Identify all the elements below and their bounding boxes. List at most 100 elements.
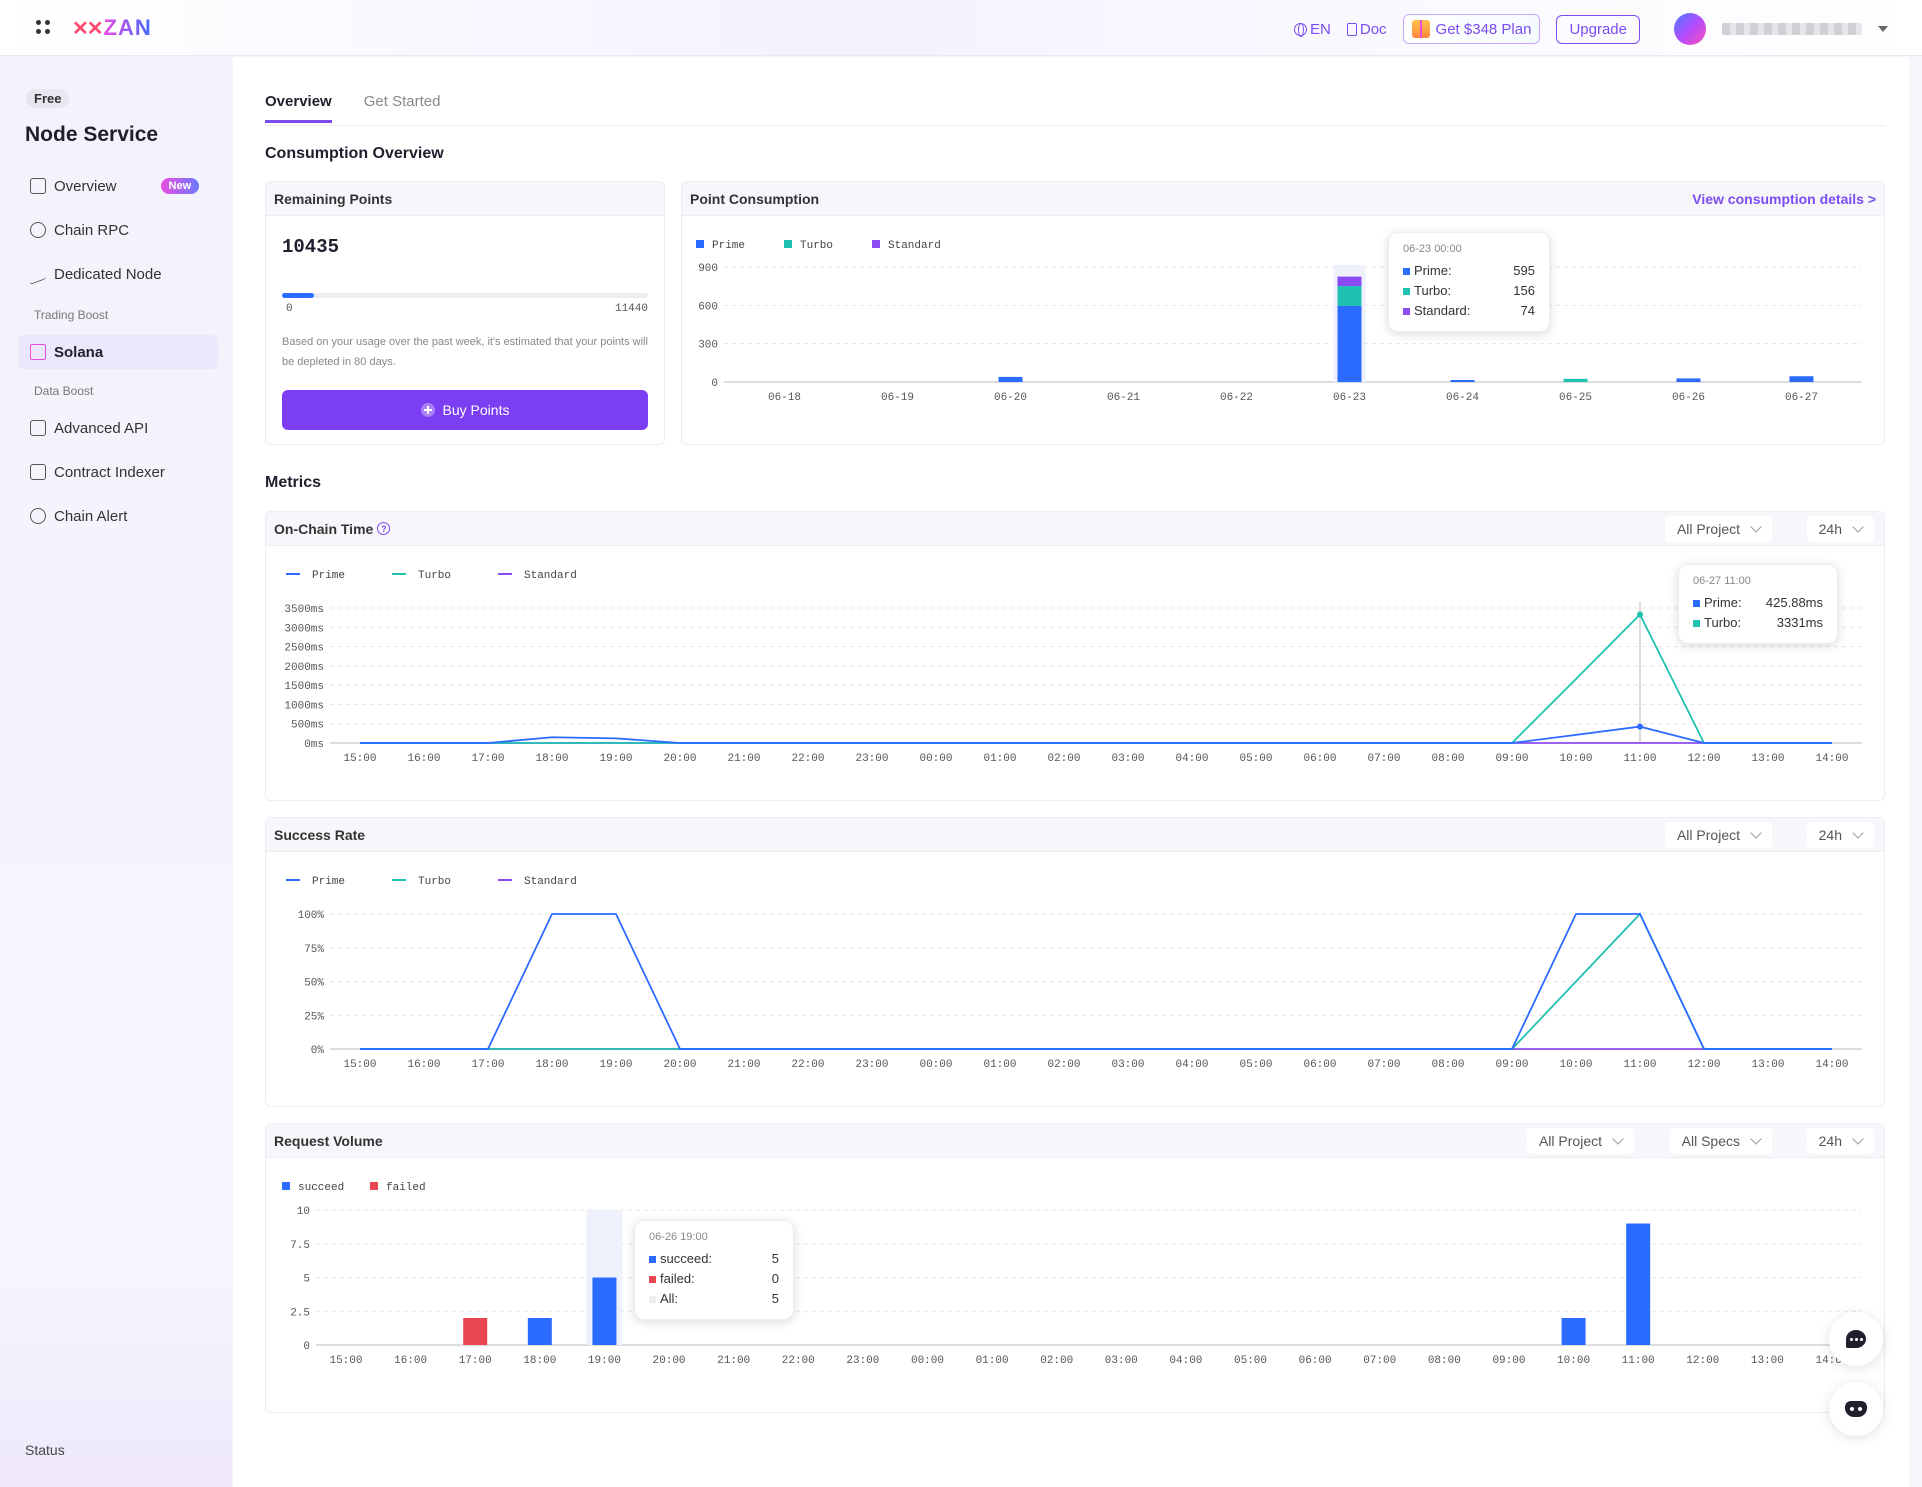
language-switch[interactable]: EN [1294,21,1331,38]
x-tick-label: 09:00 [1495,1059,1528,1071]
project-select[interactable]: All Project [1664,516,1772,542]
tooltip-value: 156 [1513,283,1535,298]
view-consumption-details-link[interactable]: View consumption details > [1692,190,1876,207]
chevron-down-icon [1612,1133,1624,1145]
all-dot-icon [649,1295,656,1303]
bar-standard [1337,276,1362,287]
logo-mark-icon: ✕✕ [72,17,103,40]
y-tick-label: 0ms [304,739,324,751]
sidebar-item-chain-alert[interactable]: Chain Alert [18,499,218,533]
user-name-blurred[interactable] [1722,23,1862,35]
x-tick-label: 21:00 [727,1059,760,1071]
cube-icon [30,420,46,436]
discord-icon [1845,1401,1867,1417]
y-tick-label: 900 [698,263,718,275]
x-tick-label: 19:00 [599,1059,632,1071]
upgrade-button[interactable]: Upgrade [1556,14,1640,44]
doc-link[interactable]: Doc [1346,21,1387,38]
on-chain-time-tooltip: 06-27 11:00 Prime: 425.88ms Turbo: 3331ms [1678,564,1838,644]
series-line-prime [360,913,1832,1050]
turbo-dot-icon [1403,287,1410,295]
project-select[interactable]: All Project [1526,1128,1634,1154]
time-range-select[interactable]: 24h [1806,822,1874,848]
legend-label: Prime [712,240,745,252]
x-tick-label: 14:00 [1815,1059,1848,1071]
x-tick-label: 22:00 [791,1059,824,1071]
status-link[interactable]: Status [25,1442,65,1458]
x-tick-label: 12:00 [1687,753,1720,765]
get-plan-button[interactable]: Get $348 Plan [1402,14,1541,44]
bar-succeed [1561,1318,1586,1345]
on-chain-time-chart: Prime Turbo Standard 0ms 500ms 1000ms 1500ms 20… [284,570,1862,765]
tooltip-label: Turbo: [1414,283,1452,298]
x-tick-label: 23:00 [855,1059,888,1071]
time-range-select[interactable]: 24h [1806,1128,1874,1154]
tooltip-value: 425.88ms [1765,595,1823,610]
select-value: All Project [1676,521,1740,537]
tab-get-started[interactable]: Get Started [363,93,441,110]
points-progress-fill [282,293,315,298]
logo[interactable]: ✕✕ ZAN [72,15,152,40]
chevron-down-icon[interactable] [1878,26,1888,32]
y-tick-label: 0% [311,1045,325,1057]
specs-select[interactable]: All Specs [1669,1128,1772,1154]
progress-min: 0 [286,303,293,315]
tooltip-value: 0 [771,1271,779,1286]
points-progress-bar [282,293,648,298]
sidebar-item-overview[interactable]: Overview New [18,169,218,203]
chevron-down-icon [1750,521,1762,533]
project-select[interactable]: All Project [1664,822,1772,848]
tab-overview[interactable]: Overview [265,93,332,123]
request-volume-chart: succeed failed 0 2.5 5 7.5 10 15:00 16:00 17:00 18… [282,1182,1862,1367]
help-icon[interactable]: ? [377,522,391,535]
sidebar-item-contract-indexer[interactable]: Contract Indexer [18,455,218,489]
discord-button[interactable] [1829,1382,1883,1436]
x-tick-label: 07:00 [1367,1059,1400,1071]
x-tick-label: 06:00 [1303,753,1336,765]
y-tick-label: 2500ms [284,643,324,655]
x-tick-label: 19:00 [599,753,632,765]
sidebar-item-advanced-api[interactable]: Advanced API [18,411,218,445]
chevron-down-icon [1750,827,1762,839]
progress-max: 11440 [614,303,648,315]
x-tick-label: 02:00 [1047,753,1080,765]
alert-icon [30,508,46,524]
card-title: Remaining Points [274,190,393,207]
point-consumption-tooltip: 06-23 00:00 Prime: 595 Turbo: 156 Standard… [1388,232,1550,332]
hover-point [1637,611,1643,618]
card-title: On-Chain Time [274,520,374,537]
card-header: Point Consumption View consumption detai… [682,182,1884,216]
y-tick-label: 0 [303,1341,310,1353]
depletion-note: Based on your usage over the past week, … [282,336,648,368]
x-tick-label: 03:00 [1111,1059,1144,1071]
tooltip-row-failed: failed: 0 [649,1269,779,1289]
card-title: Point Consumption [690,190,820,207]
x-tick-label: 08:00 [1428,1355,1461,1367]
bar-succeed [1626,1223,1651,1345]
x-tick-label: 06-27 [1785,392,1818,404]
legend-label: Standard [524,876,577,888]
x-tick-label: 23:00 [855,753,888,765]
sidebar-item-chain-rpc[interactable]: Chain RPC [18,213,218,247]
succeed-dot-icon [649,1255,656,1263]
sidebar-item-dedicated-node[interactable]: Dedicated Node [18,257,218,291]
chat-button[interactable] [1829,1312,1883,1366]
x-tick-label: 21:00 [727,753,760,765]
apps-grid-icon[interactable] [36,20,50,34]
x-tick-label: 06-24 [1446,392,1479,404]
x-tick-label: 09:00 [1492,1355,1525,1367]
x-tick-label: 10:00 [1559,1059,1592,1071]
avatar[interactable] [1674,13,1706,45]
sidebar-item-solana[interactable]: Solana [18,335,218,369]
buy-points-button[interactable]: Buy Points [282,390,648,430]
time-range-select[interactable]: 24h [1806,516,1874,542]
y-tick-label: 10 [297,1206,310,1218]
tooltip-value: 5 [771,1291,779,1306]
tooltip-label: All: [660,1291,679,1306]
remaining-points-card: Remaining Points 10435 0 11440 Based on … [265,181,665,445]
card-header: On-Chain Time ? All Project 24h [266,512,1884,546]
x-tick-label: 16:00 [394,1355,427,1367]
plan-label: Get $348 Plan [1435,20,1532,38]
failed-dot-icon [649,1275,656,1283]
card-title: Request Volume [274,1132,383,1149]
